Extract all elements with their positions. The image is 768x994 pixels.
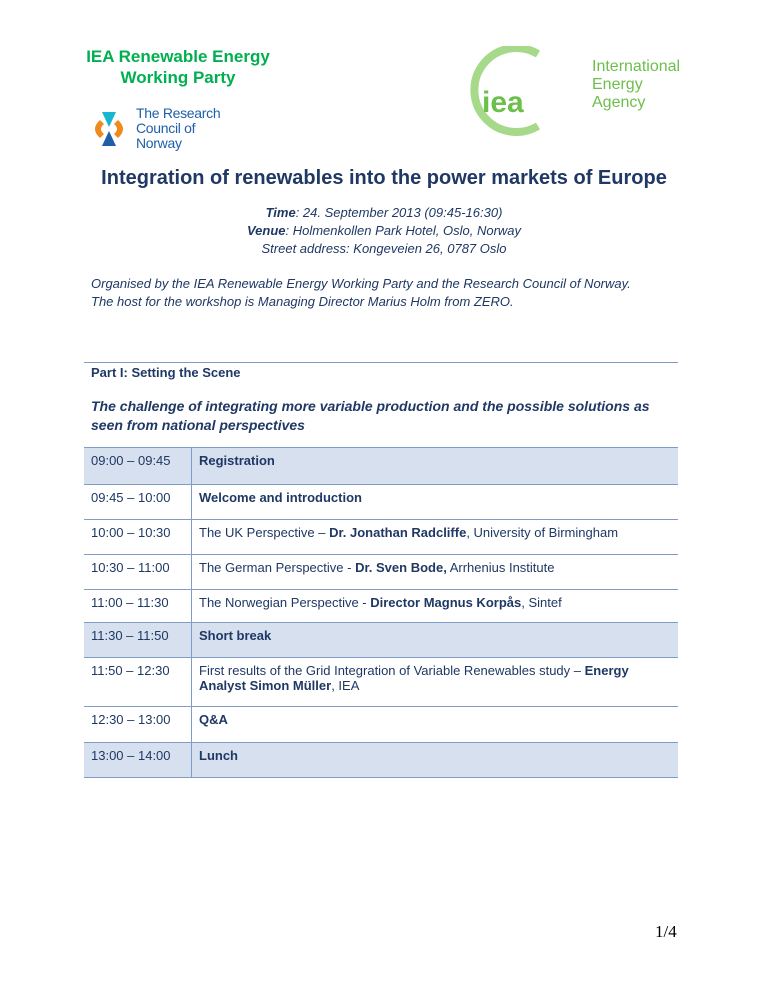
item-text: The Norwegian Perspective - [199,595,371,610]
iea-logo-icon: iea [470,46,541,136]
item-text-after: , Sintef [521,595,562,610]
part-heading: Part I: Setting the Scene [91,365,241,380]
agenda-row: 10:30 – 11:00 The German Perspective - Dr… [84,554,678,590]
agenda-table: 09:00 – 09:45 Registration 09:45 – 10:00 We… [84,447,678,778]
item-bold: Director Magnus Korpås [370,595,522,610]
agenda-row: 10:00 – 10:30 The UK Perspective – Dr. Jo… [84,519,678,555]
agenda-time: 10:30 – 11:00 [84,554,192,590]
agenda-row: 11:30 – 11:50 Short break [84,622,678,658]
agenda-item: Q&A [191,706,678,743]
rcn-logo-text: The Research Council of Norway [136,105,221,151]
item-bold: Dr. Jonathan Radcliffe [329,525,467,540]
agenda-time: 11:00 – 11:30 [84,589,192,623]
item-text-after: , IEA [331,678,360,693]
organised-line-2: The host for the workshop is Managing Di… [91,294,514,309]
item-text-after: Arrhenius Institute [446,560,555,575]
page-number: 1/4 [655,922,677,941]
agenda-item: The UK Perspective – Dr. Jonathan Radcli… [191,519,678,555]
item-text: The UK Perspective – [199,525,330,540]
agenda-item: The Norwegian Perspective - Director Mag… [191,589,678,623]
iea-name: International Energy Agency [592,58,681,111]
street-address: Street address: Kongeveien 26, 0787 Oslo [261,241,507,256]
agenda-row: 12:30 – 13:00 Q&A [84,706,678,743]
agenda-row: 11:50 – 12:30 First results of the Grid I… [84,657,678,707]
agenda-row: 13:00 – 14:00 Lunch [84,742,678,778]
item-bold: Dr. Sven Bode, [355,560,447,575]
agenda-item: Registration [191,447,678,485]
agenda-item: First results of the Grid Integration of… [191,657,678,707]
agenda-item: Welcome and introduction [191,484,678,520]
agenda-row: 09:00 – 09:45 Registration [84,447,678,485]
item-bold: Welcome and introduction [199,490,362,505]
agenda-item: Short break [191,622,678,658]
time-value: : 24. September 2013 (09:45-16:30) [295,205,503,220]
rcn-emblem-icon [95,111,123,146]
event-time: Time: 24. September 2013 (09:45-16:30) [0,205,768,220]
agenda-time: 09:45 – 10:00 [84,484,192,520]
agenda-time: 11:50 – 12:30 [84,657,192,707]
item-text: First results of the Grid Integration of… [199,663,585,678]
time-label: Time [265,205,296,220]
venue-value: : Holmenkollen Park Hotel, Oslo, Norway [285,223,522,238]
item-text-after: , University of Birmingham [466,525,619,540]
page-title: Integration of renewables into the power… [101,167,667,189]
agenda-row: 11:00 – 11:30 The Norwegian Perspective -… [84,589,678,623]
session-theme: The challenge of integrating more variab… [91,398,650,433]
agenda-time: 13:00 – 14:00 [84,742,192,778]
agenda-time: 09:00 – 09:45 [84,447,192,485]
agenda-row: 09:45 – 10:00 Welcome and introduction [84,484,678,520]
item-bold: Energy Analyst Simon Müller [199,663,629,693]
venue-label: Venue [246,223,286,238]
agenda-item: Lunch [191,742,678,778]
research-council-logo: The Research Council of Norway [90,106,232,151]
item-bold: Q&A [199,712,228,727]
agenda-item: The German Perspective - Dr. Sven Bode, … [191,554,678,590]
item-bold: Short break [199,628,272,643]
item-bold: Registration [199,453,275,468]
svg-text:iea: iea [482,86,524,119]
item-bold: Lunch [199,748,238,763]
rewp-logo: IEA Renewable Energy Working Party [86,47,270,87]
event-venue: Venue: Holmenkollen Park Hotel, Oslo, No… [0,223,768,238]
agenda-time: 10:00 – 10:30 [84,519,192,555]
item-text: The German Perspective - [199,560,356,575]
agenda-time: 12:30 – 13:00 [84,706,192,743]
agenda-time: 11:30 – 11:50 [84,622,192,658]
divider [84,362,678,363]
organised-line-1: Organised by the IEA Renewable Energy Wo… [91,276,631,291]
